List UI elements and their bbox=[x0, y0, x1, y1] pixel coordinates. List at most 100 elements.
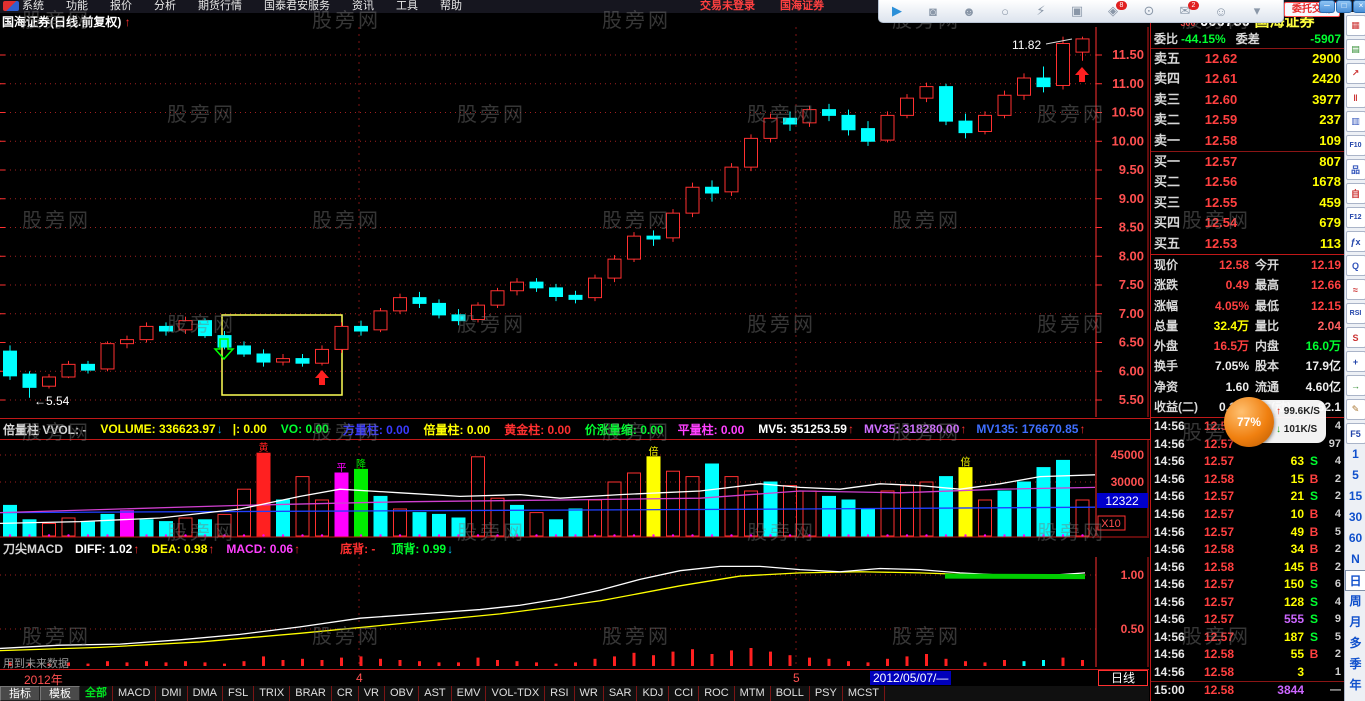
dropdown-icon[interactable]: ▾ bbox=[1253, 3, 1261, 18]
tab-模板[interactable]: 模板 bbox=[40, 686, 80, 701]
edit-icon[interactable]: ✎ bbox=[1345, 399, 1365, 420]
period-button-5[interactable]: 5 bbox=[1352, 468, 1359, 482]
flash-icon[interactable]: ⚡ bbox=[1036, 3, 1046, 18]
tab-BRAR[interactable]: BRAR bbox=[290, 686, 332, 701]
minimize-button[interactable]: ─ bbox=[1319, 0, 1335, 13]
tab-CCI[interactable]: CCI bbox=[669, 686, 700, 701]
period-button-周[interactable]: 周 bbox=[1349, 594, 1362, 608]
order-book-row[interactable]: 买三 12.55 459 bbox=[1151, 193, 1344, 213]
menu-item-分析[interactable]: 分析 bbox=[154, 0, 176, 12]
tab-指标[interactable]: 指标 bbox=[0, 686, 40, 701]
tab-KDJ[interactable]: KDJ bbox=[637, 686, 670, 701]
period-label-box[interactable]: 日线 bbox=[1098, 670, 1148, 686]
menu-item-报价[interactable]: 报价 bbox=[110, 0, 132, 12]
jump-icon[interactable]: → bbox=[1345, 375, 1365, 396]
tab-AST[interactable]: AST bbox=[419, 686, 452, 701]
order-book-row[interactable]: 买二 12.56 1678 bbox=[1151, 172, 1344, 192]
period-button-季[interactable]: 季 bbox=[1349, 657, 1362, 671]
order-book-row[interactable]: 卖三 12.60 3977 bbox=[1151, 90, 1344, 110]
tab-EMV[interactable]: EMV bbox=[452, 686, 487, 701]
order-book-row[interactable]: 买五 12.53 113 bbox=[1151, 234, 1344, 254]
macd-pane[interactable]: 1.00 0.50 bbox=[0, 557, 1149, 674]
tab-WR[interactable]: WR bbox=[575, 686, 604, 701]
tab-CR[interactable]: CR bbox=[332, 686, 359, 701]
menu-item-资讯[interactable]: 资讯 bbox=[352, 0, 374, 12]
tab-FSL[interactable]: FSL bbox=[223, 686, 255, 701]
zoom-icon[interactable]: Q bbox=[1345, 255, 1365, 276]
search-icon[interactable]: ○ bbox=[1001, 3, 1009, 19]
svg-text:6.50: 6.50 bbox=[1119, 335, 1144, 350]
indicator-value: |: 0.00 bbox=[232, 422, 267, 436]
order-book-row[interactable]: 卖五 12.62 2900 bbox=[1151, 49, 1344, 69]
tab-BOLL[interactable]: BOLL bbox=[771, 686, 810, 701]
play-icon[interactable]: ▶ bbox=[892, 3, 902, 18]
order-book-row[interactable]: 买一 12.57 807 bbox=[1151, 152, 1344, 172]
clock-icon[interactable]: ⊙ bbox=[1143, 3, 1155, 18]
snapshot-icon[interactable]: ▣ bbox=[1070, 3, 1084, 18]
period-button-60[interactable]: 60 bbox=[1348, 531, 1363, 545]
tab-MACD[interactable]: MACD bbox=[113, 686, 157, 701]
tab-TRIX[interactable]: TRIX bbox=[254, 686, 291, 701]
location-icon[interactable]: ◈ 8 bbox=[1095, 1, 1131, 19]
tab-OBV[interactable]: OBV bbox=[385, 686, 420, 701]
f12-button[interactable]: F12 bbox=[1345, 207, 1365, 228]
tree-icon[interactable]: 品 bbox=[1345, 159, 1365, 180]
info-form-icon[interactable]: ▥ bbox=[1345, 111, 1365, 132]
user-icon[interactable]: ☻ bbox=[962, 3, 976, 19]
report-table-icon[interactable]: ▤ bbox=[1345, 39, 1365, 60]
order-book-row[interactable]: 卖四 12.61 2420 bbox=[1151, 69, 1344, 89]
mail-icon[interactable]: ✉ 2 bbox=[1167, 1, 1203, 19]
tab-DMA[interactable]: DMA bbox=[188, 686, 224, 701]
period-button-年[interactable]: 年 bbox=[1349, 678, 1362, 692]
volume-pane[interactable]: 45000 30000 黄平降倍倍 12322 X10 bbox=[0, 439, 1149, 543]
period-button-多[interactable]: 多 bbox=[1349, 636, 1362, 650]
order-book-row[interactable]: 卖二 12.59 237 bbox=[1151, 110, 1344, 130]
network-speed-bubble[interactable]: ↑ 99.6K/S ↓ 101K/S 77% bbox=[1224, 397, 1328, 450]
tab-MTM[interactable]: MTM bbox=[735, 686, 771, 701]
f10-button[interactable]: F10 bbox=[1345, 135, 1365, 156]
custom-stock-icon[interactable]: 自 bbox=[1345, 183, 1365, 204]
menu-item-功能[interactable]: 功能 bbox=[66, 0, 88, 12]
tab-VOL-TDX[interactable]: VOL-TDX bbox=[486, 686, 546, 701]
tab-RSI[interactable]: RSI bbox=[545, 686, 575, 701]
f5-button[interactable]: F5 bbox=[1345, 423, 1365, 444]
menu-item-期货行情[interactable]: 期货行情 bbox=[198, 0, 242, 12]
menu-item-国泰君安服务[interactable]: 国泰君安服务 bbox=[264, 0, 330, 12]
period-button-1[interactable]: 1 bbox=[1352, 447, 1359, 461]
rsi-button[interactable]: RSI bbox=[1345, 303, 1365, 324]
lock-icon[interactable]: ◙ bbox=[929, 3, 937, 19]
s-icon[interactable]: S bbox=[1345, 327, 1365, 348]
tab-PSY[interactable]: PSY bbox=[810, 686, 843, 701]
period-button-日[interactable]: 日 bbox=[1345, 570, 1365, 591]
quote-grid-icon[interactable]: ▦ bbox=[1345, 15, 1365, 36]
menu-item-工具[interactable]: 工具 bbox=[396, 0, 418, 12]
tab-全部[interactable]: 全部 bbox=[80, 686, 113, 701]
menu-item-系统[interactable]: 系统 bbox=[22, 0, 44, 12]
period-button-N[interactable]: N bbox=[1351, 552, 1360, 566]
time-sales-list[interactable]: 14:56 12.57 4 14:56 12.57 97 14:56 12.57 63 S 4 14:… bbox=[1151, 418, 1344, 700]
maximize-button[interactable]: □ bbox=[1336, 0, 1352, 13]
close-button[interactable]: × bbox=[1353, 0, 1365, 13]
fx-icon[interactable]: ƒx bbox=[1345, 231, 1365, 252]
trend-line-icon[interactable]: ↗ bbox=[1345, 63, 1365, 84]
kline-icon[interactable]: ‖ bbox=[1345, 87, 1365, 108]
tab-SAR[interactable]: SAR bbox=[604, 686, 638, 701]
order-book-row[interactable]: 卖一 12.58 109 bbox=[1151, 131, 1344, 151]
tab-DMI[interactable]: DMI bbox=[156, 686, 188, 701]
period-button-15[interactable]: 15 bbox=[1348, 489, 1363, 503]
wave-icon[interactable]: ≈ bbox=[1345, 279, 1365, 300]
tab-VR[interactable]: VR bbox=[359, 686, 385, 701]
contact-icon[interactable]: ☺ bbox=[1214, 3, 1228, 19]
ask-levels: 卖五 12.62 2900 卖四 12.61 2420 卖三 12.60 3977 卖二 12.59… bbox=[1151, 49, 1344, 151]
order-book-row[interactable]: 买四 12.54 679 bbox=[1151, 213, 1344, 233]
svg-text:7.00: 7.00 bbox=[1119, 306, 1144, 321]
tab-ROC[interactable]: ROC bbox=[699, 686, 735, 701]
move-icon[interactable]: + bbox=[1345, 351, 1365, 372]
connection-quality-ball[interactable]: 77% bbox=[1224, 397, 1274, 447]
main-chart[interactable]: 11.50 11.00 10.50 10.00 9.50 9.00 8.50 8.00 7.50… bbox=[0, 27, 1149, 422]
tab-MCST[interactable]: MCST bbox=[843, 686, 886, 701]
menu-item-帮助[interactable]: 帮助 bbox=[440, 0, 462, 12]
period-button-30[interactable]: 30 bbox=[1348, 510, 1363, 524]
period-button-月[interactable]: 月 bbox=[1349, 615, 1362, 629]
tape-row: 14:56 12.58 3 1 bbox=[1151, 664, 1344, 682]
